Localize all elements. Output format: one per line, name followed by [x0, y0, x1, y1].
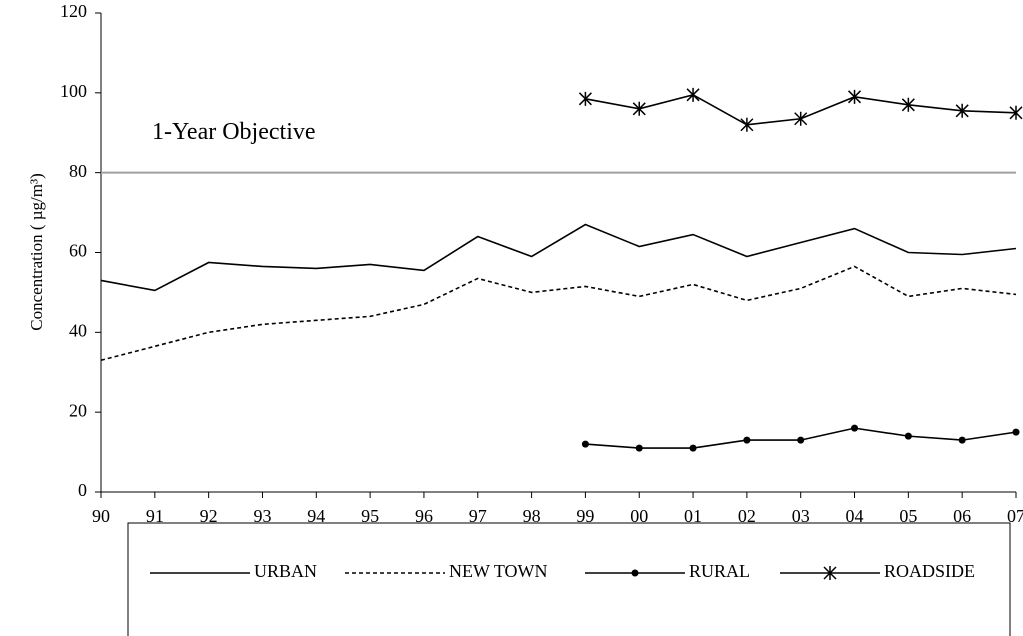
marker [823, 566, 837, 580]
x-tick-label: 06 [953, 506, 971, 526]
x-tick-label: 02 [738, 506, 756, 526]
legend-label: NEW TOWN [449, 561, 548, 581]
x-tick-label: 95 [361, 506, 379, 526]
marker [635, 444, 643, 452]
marker [847, 89, 862, 104]
x-tick-label: 00 [630, 506, 648, 526]
marker [1012, 428, 1020, 436]
marker [958, 436, 966, 444]
objective-label: 1-Year Objective [152, 119, 316, 145]
legend-label: ROADSIDE [884, 561, 975, 581]
marker [851, 424, 859, 432]
marker [743, 436, 751, 444]
marker [1009, 105, 1023, 120]
legend-label: RURAL [689, 561, 750, 581]
series-line [100, 223, 1017, 292]
y-tick-label: 120 [60, 1, 87, 21]
marker [689, 444, 697, 452]
marker [632, 101, 646, 116]
x-tick-label: 91 [146, 506, 164, 526]
series-line [100, 265, 1017, 362]
marker [955, 103, 969, 118]
x-tick-label: 03 [792, 506, 810, 526]
legend-label: URBAN [254, 561, 317, 581]
marker [631, 569, 639, 577]
y-axis-label: Concentration ( µg/m³) [27, 173, 46, 330]
marker [740, 117, 754, 132]
x-tick-label: 99 [576, 506, 594, 526]
marker [581, 440, 589, 448]
x-tick-label: 98 [523, 506, 541, 526]
y-tick-label: 80 [69, 161, 87, 181]
x-tick-label: 96 [415, 506, 433, 526]
x-tick-label: 01 [684, 506, 702, 526]
marker [686, 87, 700, 102]
x-tick-label: 94 [307, 506, 325, 526]
legend-box [127, 522, 1011, 636]
marker [904, 432, 912, 440]
x-tick-label: 07 [1007, 506, 1023, 526]
x-tick-label: 05 [899, 506, 917, 526]
marker [901, 97, 915, 112]
y-tick-label: 100 [60, 81, 87, 101]
x-tick-label: 90 [92, 506, 110, 526]
y-tick-label: 20 [69, 400, 87, 420]
marker [578, 91, 592, 106]
y-tick-label: 0 [78, 480, 87, 500]
y-tick-label: 60 [69, 241, 87, 261]
y-tick-label: 40 [69, 320, 87, 340]
x-tick-label: 97 [469, 506, 487, 526]
marker [794, 111, 808, 126]
x-tick-label: 92 [200, 506, 218, 526]
marker [797, 436, 805, 444]
x-tick-label: 93 [253, 506, 271, 526]
x-tick-label: 04 [846, 506, 864, 526]
